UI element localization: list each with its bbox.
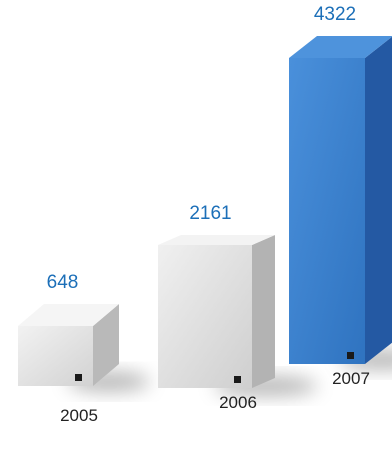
category-label: 2007 xyxy=(332,369,370,388)
bar-side-face xyxy=(365,36,392,364)
bar-marker xyxy=(347,352,354,359)
value-label: 4322 xyxy=(314,4,356,25)
bar-top-face xyxy=(158,235,275,245)
bar-front-face xyxy=(289,58,365,364)
bar-marker xyxy=(234,376,241,383)
bar-2005 xyxy=(18,304,119,386)
bar-front-face xyxy=(18,326,93,386)
bar-2006 xyxy=(158,235,275,388)
bars xyxy=(18,36,392,388)
bar-side-face xyxy=(93,304,119,386)
category-label: 2005 xyxy=(60,406,98,425)
value-label: 2161 xyxy=(189,203,231,224)
bar-top-face xyxy=(18,304,119,326)
bar-top-face xyxy=(289,36,392,58)
bar-marker xyxy=(75,374,82,381)
bar-front-face xyxy=(158,245,252,388)
bar-2007 xyxy=(289,36,392,364)
labels: 648 2005 2161 2006 4322 2007 xyxy=(47,4,370,425)
bar-side-face xyxy=(252,235,275,388)
category-label: 2006 xyxy=(219,393,257,412)
value-label: 648 xyxy=(47,272,79,293)
